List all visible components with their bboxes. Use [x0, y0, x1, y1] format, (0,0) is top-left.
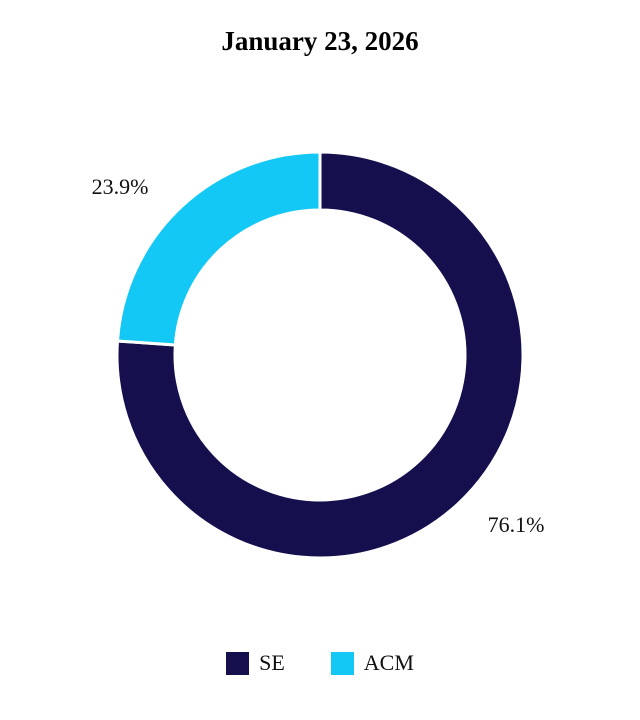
data-label-se: 76.1%: [488, 512, 545, 537]
legend: SE ACM: [0, 650, 640, 676]
legend-item-acm: ACM: [330, 650, 414, 676]
chart-title: January 23, 2026: [221, 26, 419, 56]
legend-label-acm: ACM: [363, 650, 414, 675]
legend-label-se: SE: [259, 650, 285, 675]
legend-swatch-se: [226, 651, 250, 675]
data-label-acm: 23.9%: [92, 174, 149, 199]
donut-slice-se: [115, 150, 525, 560]
donut-slice-acm: [115, 150, 322, 347]
legend-swatch-acm: [330, 651, 354, 675]
legend-item-se: SE: [226, 650, 285, 676]
